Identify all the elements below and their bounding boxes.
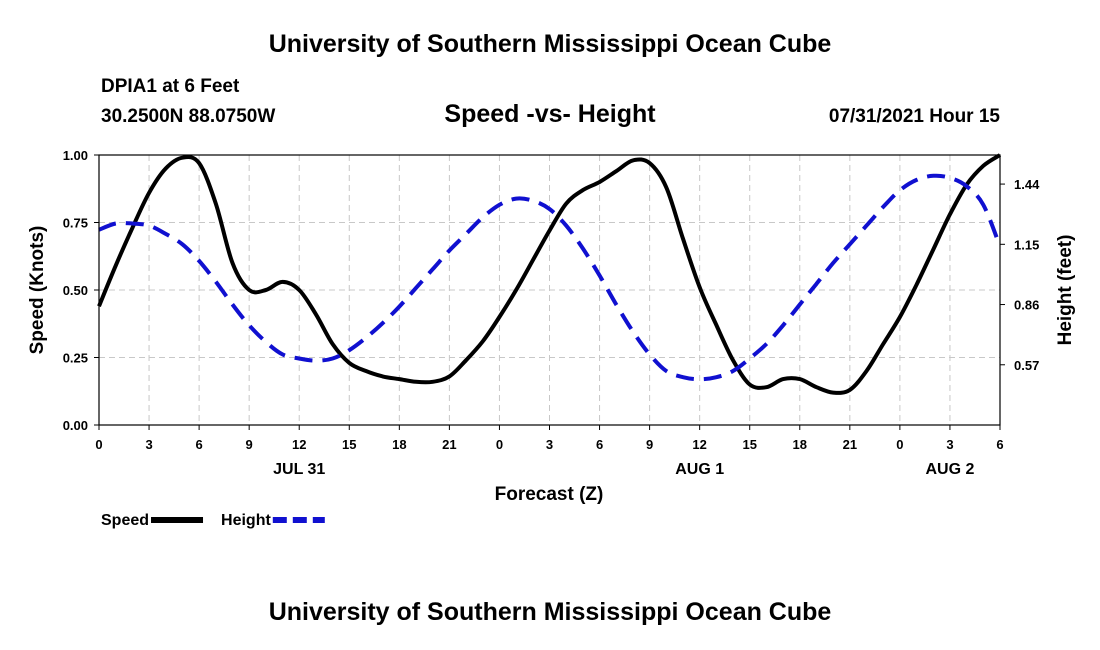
series-layer (97, 153, 1002, 395)
coordinates-label: 30.2500N 88.0750W (101, 106, 276, 127)
x-tick-label: 15 (342, 437, 356, 452)
x-tick-label: 3 (145, 437, 152, 452)
footer-title: University of Southern Mississippi Ocean… (268, 598, 832, 626)
day-label: AUG 2 (925, 461, 974, 478)
y-right-tick-label: 1.15 (1014, 237, 1039, 252)
x-tick-label: 6 (195, 437, 202, 452)
x-tick-label: 9 (646, 437, 653, 452)
y-left-tick-label: 0.00 (63, 418, 88, 433)
x-tick-label: 12 (692, 437, 706, 452)
axes-layer: 0 3 6 9 12 15 18 21 0 3 6 9 12 15 18 21 0 3 6 0.00 0.25 0.50 0… (63, 148, 1040, 478)
x-tick-label: 15 (742, 437, 756, 452)
x-tick-label: 18 (392, 437, 406, 452)
y-axis-right-label: Height (feet) (1055, 235, 1076, 346)
y-left-tick-label: 0.75 (63, 216, 88, 231)
x-tick-label: 3 (546, 437, 553, 452)
x-tick-label: 0 (896, 437, 903, 452)
x-tick-label: 6 (996, 437, 1003, 452)
chart-title: Speed -vs- Height (444, 100, 656, 128)
x-tick-label: 12 (292, 437, 306, 452)
y-right-tick-label: 1.44 (1014, 177, 1040, 192)
x-tick-label: 0 (95, 437, 102, 452)
height-series-line (98, 173, 1002, 382)
station-label: DPIA1 at 6 Feet (101, 76, 240, 97)
legend-label-height: Height (221, 512, 271, 529)
datetime-label: 07/31/2021 Hour 15 (828, 106, 1000, 127)
y-right-tick-label: 0.86 (1014, 298, 1039, 313)
y-left-tick-label: 1.00 (63, 148, 88, 163)
y-left-tick-label: 0.50 (63, 283, 88, 298)
day-label: JUL 31 (273, 461, 325, 478)
y-right-tick-label: 0.57 (1014, 358, 1039, 373)
grid-lines (99, 155, 1000, 425)
y-left-tick-label: 0.25 (63, 351, 88, 366)
x-tick-label: 18 (793, 437, 807, 452)
x-tick-label: 6 (596, 437, 603, 452)
y-axis-left-label: Speed (Knots) (27, 226, 48, 355)
legend-label-speed: Speed (101, 512, 149, 529)
x-tick-label: 9 (246, 437, 253, 452)
page-title: University of Southern Mississippi Ocean… (268, 30, 832, 58)
x-tick-label: 21 (442, 437, 456, 452)
legend: Speed Height (101, 512, 325, 529)
x-tick-label: 21 (843, 437, 857, 452)
x-axis-label: Forecast (Z) (495, 484, 604, 505)
day-label: AUG 1 (675, 461, 724, 478)
x-tick-label: 3 (946, 437, 953, 452)
x-tick-label: 0 (496, 437, 503, 452)
speed-series-line (97, 153, 1002, 395)
